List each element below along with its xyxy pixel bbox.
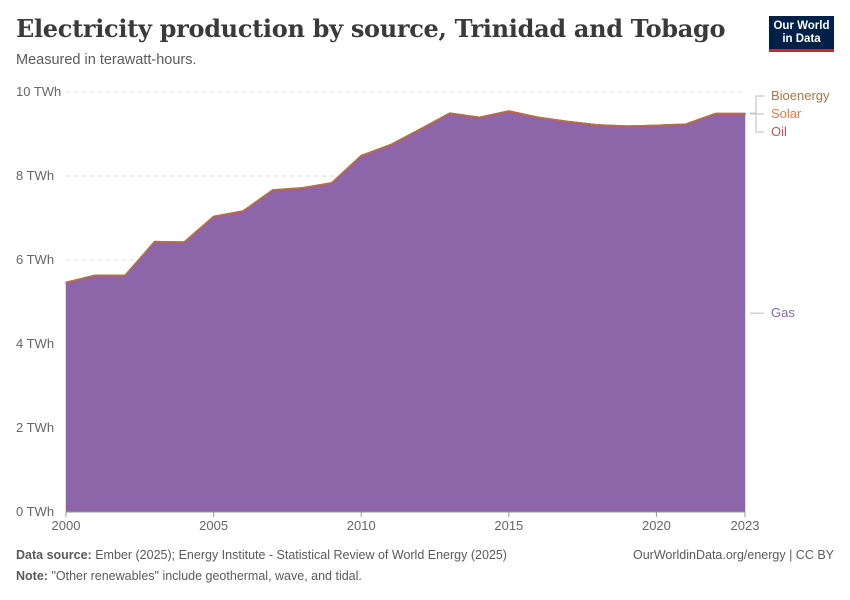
area-gas: [65, 111, 746, 513]
logo-line-2: in Data: [782, 32, 821, 45]
chart-note: Note: "Other renewables" include geother…: [16, 569, 362, 583]
credit-link[interactable]: OurWorldinData.org/energy | CC BY: [632, 548, 834, 562]
legend-connector: [750, 113, 764, 133]
x-tick-label: 2000: [52, 518, 81, 533]
legend-label-solar: Solar: [771, 106, 802, 121]
y-tick-label: 4 TWh: [16, 336, 54, 351]
x-tick-label: 2020: [642, 518, 671, 533]
legend-connector: [750, 95, 764, 114]
chart-title: Electricity production by source, Trinid…: [16, 14, 726, 43]
x-tick-label: 2015: [494, 518, 523, 533]
data-source-text[interactable]: Ember (2025); Energy Institute - Statist…: [95, 548, 507, 562]
legend-label-gas: Gas: [771, 305, 795, 320]
legend-label-bioenergy: Bioenergy: [771, 88, 830, 103]
y-tick-label: 0 TWh: [16, 504, 54, 519]
x-tick-label: 2023: [731, 518, 760, 533]
x-tick-label: 2005: [199, 518, 228, 533]
logo-line-1: Our World: [773, 20, 830, 32]
y-tick-label: 6 TWh: [16, 252, 54, 267]
owid-logo[interactable]: Our World in Data: [769, 16, 834, 52]
y-tick-label: 2 TWh: [16, 420, 54, 435]
x-tick-label: 2010: [347, 518, 376, 533]
note-label: Note:: [16, 569, 48, 583]
data-source-label: Data source:: [16, 548, 92, 562]
data-source: Data source: Ember (2025); Energy Instit…: [16, 548, 507, 562]
note-text: "Other renewables" include geothermal, w…: [51, 569, 362, 583]
y-tick-label: 8 TWh: [16, 168, 54, 183]
area-bioenergy: [65, 110, 745, 283]
legend-label-oil: Oil: [771, 124, 787, 139]
y-tick-label: 10 TWh: [16, 84, 61, 99]
chart-subtitle: Measured in terawatt-hours.: [16, 52, 197, 68]
